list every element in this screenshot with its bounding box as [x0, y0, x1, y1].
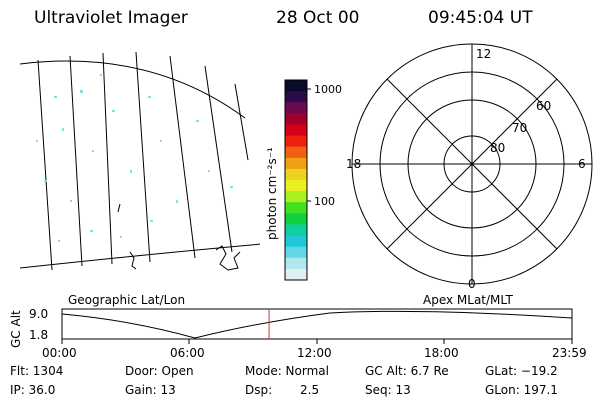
polar-label-12: 12 — [476, 47, 491, 61]
orbit-xtick-1800: 18:00 — [424, 346, 459, 360]
orbit-right-label: Apex MLat/MLT — [423, 293, 513, 307]
status-mode: Mode: Normal — [245, 364, 329, 378]
colorbar-stripe — [285, 213, 307, 225]
colorbar-stripe — [285, 113, 307, 125]
aurora-speckles — [36, 74, 233, 242]
status-glon: GLon: 197.1 — [485, 383, 558, 397]
colorbar-stripe — [285, 168, 307, 181]
colorbar-stripe — [285, 80, 307, 92]
app-title: Ultraviolet Imager — [34, 8, 188, 28]
colorbar-label-100: 100 — [314, 195, 335, 208]
colorbar-stripe — [285, 268, 307, 281]
colorbar-stripe — [285, 135, 307, 148]
polar-plot — [351, 43, 593, 285]
status-glat: GLat: −19.2 — [485, 364, 558, 378]
colorbar-label-1000: 1000 — [314, 83, 342, 96]
colorbar-units: photon cm⁻²s⁻¹ — [265, 147, 279, 240]
polar-lat-60: 60 — [536, 99, 551, 113]
orbit-ytick-9: 9.0 — [29, 307, 48, 321]
colorbar-stripe — [285, 224, 307, 237]
colorbar-stripe — [285, 235, 307, 248]
uv-image-panel — [20, 52, 260, 271]
status-gc-alt: GC Alt: 6.7 Re — [365, 364, 449, 378]
colorbar — [285, 80, 307, 281]
colorbar-stripe — [285, 191, 307, 203]
colorbar-stripe — [285, 146, 307, 159]
colorbar-stripe — [285, 157, 307, 170]
orbit-xtick-0000: 00:00 — [42, 346, 77, 360]
colorbar-stripe — [285, 91, 307, 103]
polar-label-18: 18 — [346, 157, 361, 171]
status-ip: IP: 36.0 — [10, 383, 56, 397]
colorbar-stripe — [285, 180, 307, 192]
status-dsp-value: 2.5 — [300, 383, 320, 397]
colorbar-frame — [284, 79, 308, 281]
status-dsp-label: Dsp: — [245, 383, 273, 397]
orbit-xtick-2359: 23:59 — [552, 346, 587, 360]
status-seq: Seq: 13 — [365, 383, 411, 397]
polar-label-0: 0 — [468, 277, 476, 291]
polar-lat-70: 70 — [512, 121, 527, 135]
status-gain: Gain: 13 — [125, 383, 176, 397]
orbit-ylabel: GC Alt — [9, 310, 23, 348]
colorbar-stripe — [285, 102, 307, 114]
colorbar-stripe — [285, 257, 307, 270]
orbit-xtick-1200: 12:00 — [297, 346, 332, 360]
polar-label-6: 6 — [578, 157, 586, 171]
polar-lat-80: 80 — [490, 141, 505, 155]
colorbar-stripe — [285, 124, 307, 137]
orbit-xtick-0600: 06:00 — [170, 346, 205, 360]
orbit-altitude-curve — [61, 310, 573, 339]
orbit-ytick-1_8: 1.8 — [29, 328, 48, 342]
date-label: 28 Oct 00 — [276, 8, 360, 28]
status-flt: Flt: 1304 — [10, 364, 64, 378]
time-label: 09:45:04 UT — [428, 8, 533, 28]
status-door: Door: Open — [125, 364, 194, 378]
colorbar-stripe — [285, 246, 307, 259]
orbit-left-label: Geographic Lat/Lon — [68, 293, 185, 307]
colorbar-stripe — [285, 202, 307, 214]
